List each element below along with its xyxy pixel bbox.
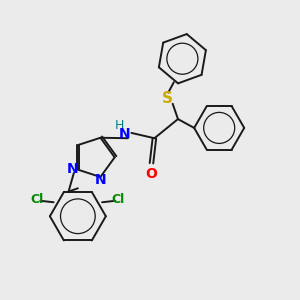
Text: Cl: Cl [112, 193, 125, 206]
Text: H: H [115, 119, 124, 132]
Text: Cl: Cl [31, 193, 44, 206]
Text: N: N [119, 127, 131, 141]
Text: S: S [162, 91, 173, 106]
Text: N: N [67, 163, 79, 176]
Text: N: N [94, 173, 106, 188]
Text: O: O [146, 167, 158, 181]
